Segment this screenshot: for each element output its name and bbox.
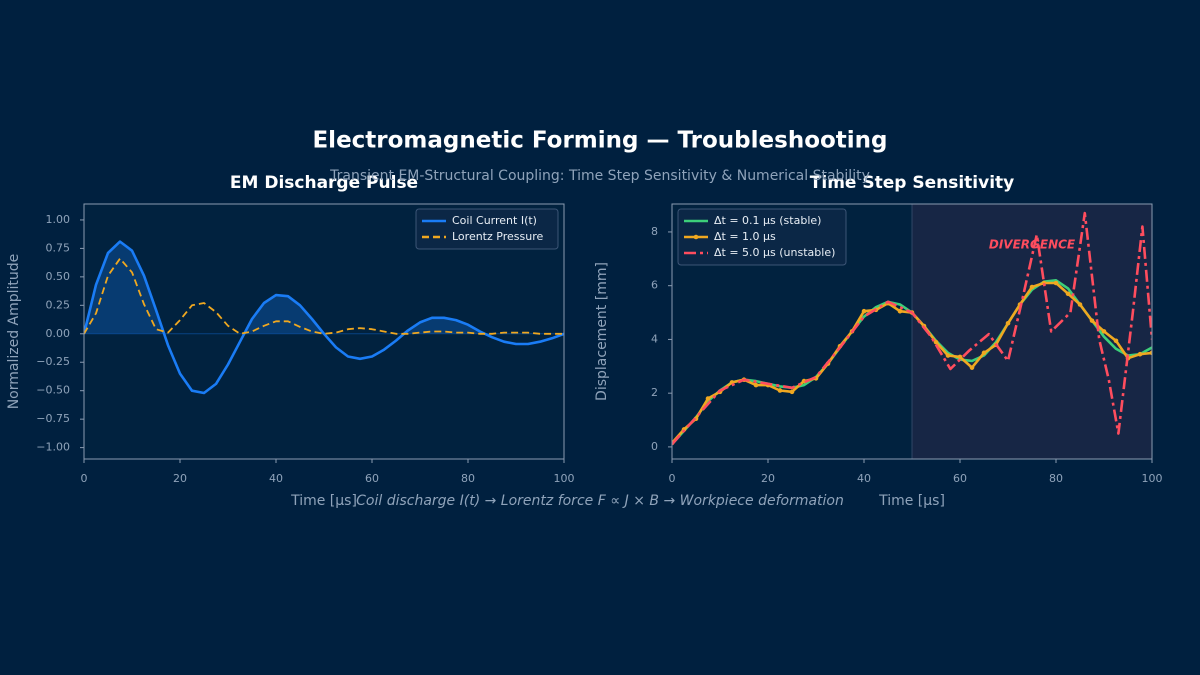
data-point	[705, 396, 711, 401]
data-point	[981, 350, 987, 356]
legend-label: Δt = 0.1 µs (stable)	[714, 214, 821, 227]
y-tick-label: 2	[651, 386, 658, 399]
data-point	[1053, 280, 1059, 286]
x-tick-label: 60	[953, 472, 967, 485]
y-axis-label: Displacement [mm]	[594, 262, 610, 401]
x-tick-label: 0	[669, 472, 676, 485]
axes-frame	[671, 203, 1153, 460]
y-tick-label: 0.00	[46, 327, 71, 340]
data-point	[1077, 302, 1083, 307]
y-tick-label: 0.50	[46, 270, 71, 283]
data-point	[957, 354, 963, 360]
data-point	[861, 308, 867, 314]
data-point	[933, 339, 939, 345]
series-line	[672, 211, 1152, 446]
x-tick-label: 20	[761, 472, 775, 485]
data-point	[945, 353, 951, 358]
legend-label: Δt = 5.0 µs (unstable)	[714, 246, 835, 259]
legend-box	[677, 208, 847, 266]
y-tick-label: −0.50	[36, 384, 70, 397]
legend-marker	[693, 234, 699, 240]
y-tick-label: 4	[651, 332, 658, 345]
y-tick-label: 0.25	[46, 298, 71, 311]
subplot-title: Time Step Sensitivity	[810, 173, 1014, 193]
x-tick-label: 100	[1142, 472, 1163, 485]
y-axis-label: Normalized Amplitude	[6, 254, 22, 410]
shaded-region	[912, 204, 1152, 459]
x-tick-label: 80	[461, 472, 475, 485]
caption: Coil discharge I(t) → Lorentz force F ∝ …	[356, 493, 844, 509]
axes-frame	[83, 203, 565, 460]
legend-box	[415, 208, 559, 250]
series-line	[84, 257, 564, 335]
y-tick-label: −0.25	[36, 355, 70, 368]
y-tick-label: −0.75	[36, 412, 70, 425]
x-tick-label: 100	[554, 472, 575, 485]
area-fill	[84, 241, 485, 334]
x-tick-label: 40	[269, 472, 283, 485]
y-tick-label: 1.00	[46, 213, 71, 226]
y-tick-label: 8	[651, 225, 658, 238]
x-tick-label: 80	[1049, 472, 1063, 485]
data-point	[969, 365, 975, 370]
series-group	[672, 211, 1152, 446]
y-tick-label: −1.00	[36, 441, 70, 454]
legend-label: Lorentz Pressure	[452, 230, 543, 243]
data-point	[1101, 329, 1107, 334]
series-group	[84, 240, 564, 395]
figure-title: Electromagnetic Forming — Troubleshootin…	[312, 128, 887, 154]
x-axis-label: Time [µs]	[290, 493, 357, 509]
y-tick-label: 0	[651, 440, 658, 453]
data-point	[777, 388, 783, 393]
data-point	[1089, 318, 1095, 323]
legend-label: Coil Current I(t)	[452, 214, 537, 227]
data-point	[1065, 291, 1071, 297]
x-axis-label: Time [µs]	[878, 493, 945, 509]
subplot-title: EM Discharge Pulse	[230, 173, 418, 193]
x-tick-label: 0	[81, 472, 88, 485]
y-tick-label: 0.75	[46, 241, 71, 254]
figure-subtitle: Transient EM-Structural Coupling: Time S…	[329, 168, 870, 184]
y-tick-label: 6	[651, 279, 658, 292]
legend-label: Δt = 1.0 µs	[714, 230, 776, 243]
data-point	[789, 389, 795, 395]
x-tick-label: 40	[857, 472, 871, 485]
x-tick-label: 60	[365, 472, 379, 485]
data-point	[1113, 338, 1119, 344]
annotation: DIVERGENCE	[989, 238, 1076, 252]
x-tick-label: 20	[173, 472, 187, 485]
data-point	[1149, 350, 1152, 356]
data-point	[1137, 351, 1143, 357]
data-point	[753, 382, 759, 388]
data-point	[1029, 284, 1035, 290]
data-point	[1005, 321, 1011, 326]
data-point	[897, 308, 903, 314]
